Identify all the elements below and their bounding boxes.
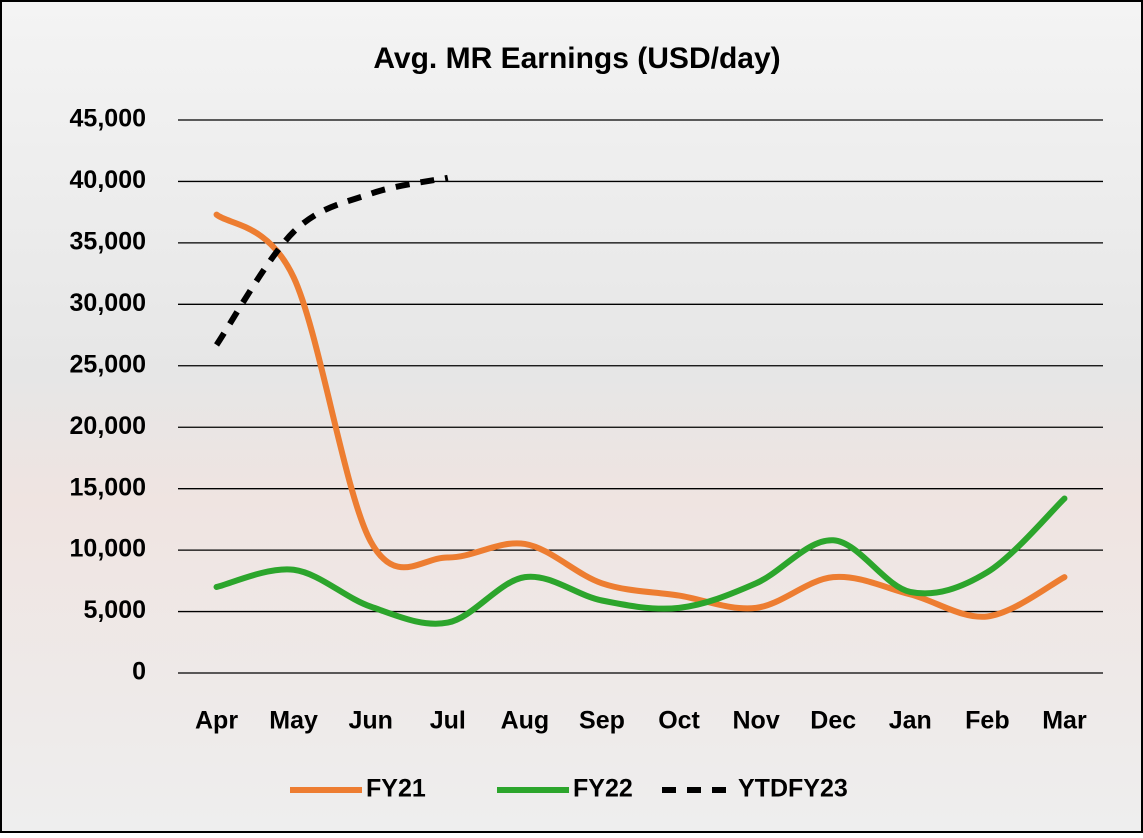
chart: Avg. MR Earnings (USD/day) 0 5,000 10,000 1… bbox=[0, 0, 1143, 833]
y-tick-label: 5,000 bbox=[83, 596, 146, 624]
y-tick-label: 20,000 bbox=[70, 412, 146, 440]
page: Avg. MR Earnings (USD/day) 0 5,000 10,000 1… bbox=[0, 0, 1143, 838]
y-tick-label: 45,000 bbox=[70, 105, 146, 133]
x-tick-label: Apr bbox=[195, 707, 238, 735]
legend-label: YTDFY23 bbox=[738, 775, 848, 803]
x-tick-label: Jul bbox=[430, 707, 466, 735]
x-tick-label: Mar bbox=[1042, 707, 1087, 735]
legend-label: FY21 bbox=[366, 775, 426, 803]
x-tick-label: Feb bbox=[965, 707, 1009, 735]
y-tick-label: 25,000 bbox=[70, 350, 146, 378]
y-tick-label: 30,000 bbox=[70, 289, 146, 317]
chart-title: Avg. MR Earnings (USD/day) bbox=[373, 42, 780, 75]
x-tick-label: Sep bbox=[579, 707, 625, 735]
y-tick-label: 15,000 bbox=[70, 473, 146, 501]
y-tick-label: 35,000 bbox=[70, 227, 146, 255]
legend-label: FY22 bbox=[573, 775, 633, 803]
x-tick-label: Jun bbox=[348, 707, 392, 735]
x-tick-label: Jan bbox=[889, 707, 932, 735]
x-tick-label: Dec bbox=[810, 707, 856, 735]
y-tick-label: 10,000 bbox=[70, 535, 146, 563]
x-tick-label: Aug bbox=[501, 707, 550, 735]
y-tick-label: 0 bbox=[132, 658, 146, 686]
x-tick-label: Oct bbox=[658, 707, 700, 735]
y-tick-label: 40,000 bbox=[70, 166, 146, 194]
x-tick-label: May bbox=[269, 707, 318, 735]
x-tick-label: Nov bbox=[733, 707, 780, 735]
